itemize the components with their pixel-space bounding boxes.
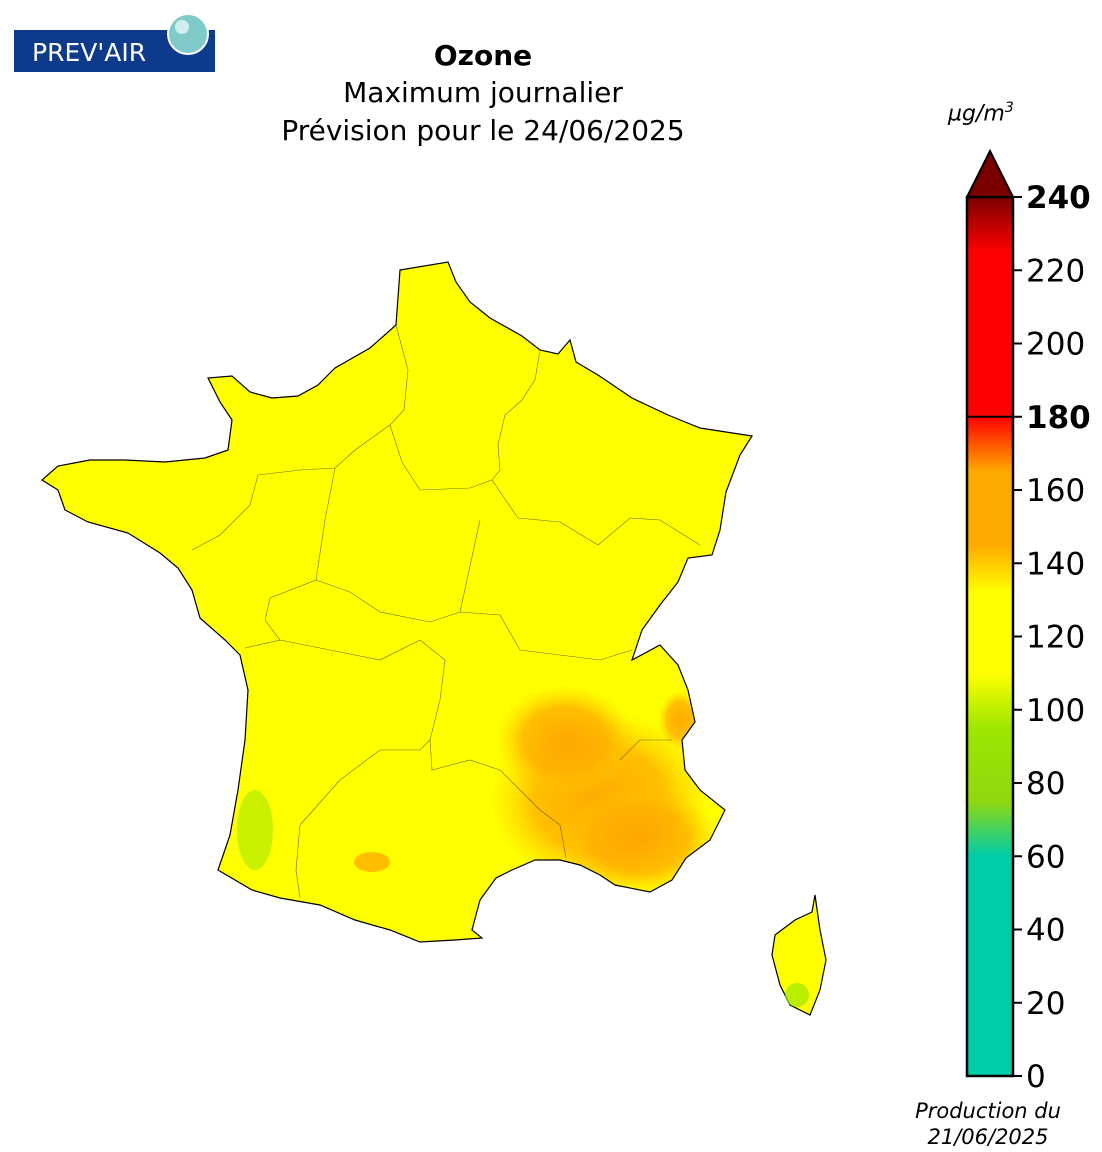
map-title-block: Ozone Maximum journalier Prévision pour … <box>183 38 783 150</box>
unit-label: µg/m3 <box>948 100 1014 126</box>
colorbar-tick-label: 240 <box>1026 180 1091 216</box>
unit-base: µg/m <box>948 101 1005 127</box>
colorbar-gradient <box>965 195 1015 1078</box>
colorbar-tick-label: 80 <box>1026 766 1065 802</box>
corsica <box>771 894 827 1016</box>
region-borders <box>191 324 701 899</box>
colorbar-tick-label: 100 <box>1026 693 1085 729</box>
colorbar-tick-label: 20 <box>1026 986 1065 1022</box>
ozone-map <box>40 261 827 1016</box>
colorbar-tick-label: 40 <box>1026 913 1065 949</box>
colorbar-tick-label: 160 <box>1026 473 1085 509</box>
forecast-date: Prévision pour le 24/06/2025 <box>281 114 685 147</box>
colorbar-tick-label: 200 <box>1026 327 1085 363</box>
colorbar-tick-label: 120 <box>1026 620 1085 656</box>
map-title: Ozone <box>433 39 533 72</box>
ozone-colorbar: 0 20 40 60 80 100 120 140 160 180 200 220 240 <box>965 148 1091 1095</box>
colorbar-extend-arrow <box>965 148 1015 198</box>
unit-exponent: 3 <box>1004 100 1014 116</box>
logo-text: PREV'AIR <box>32 38 146 67</box>
colorbar-tick-label: 220 <box>1026 253 1085 289</box>
colorbar-tick-label: 140 <box>1026 546 1085 582</box>
colorbar-tick-label: 0 <box>1026 1059 1046 1095</box>
france-border <box>40 261 753 943</box>
production-date: 21/06/2025 <box>927 1125 1049 1149</box>
production-label: Production du <box>915 1099 1061 1123</box>
prevair-logo: PREV'AIR <box>14 14 215 72</box>
colorbar-tick-label: 180 <box>1026 400 1091 436</box>
ozone-field <box>42 262 752 942</box>
production-note: Production du 21/06/2025 <box>888 1098 1088 1150</box>
map-subtitle: Maximum journalier <box>343 76 623 109</box>
colorbar-tick-label: 60 <box>1026 839 1065 875</box>
